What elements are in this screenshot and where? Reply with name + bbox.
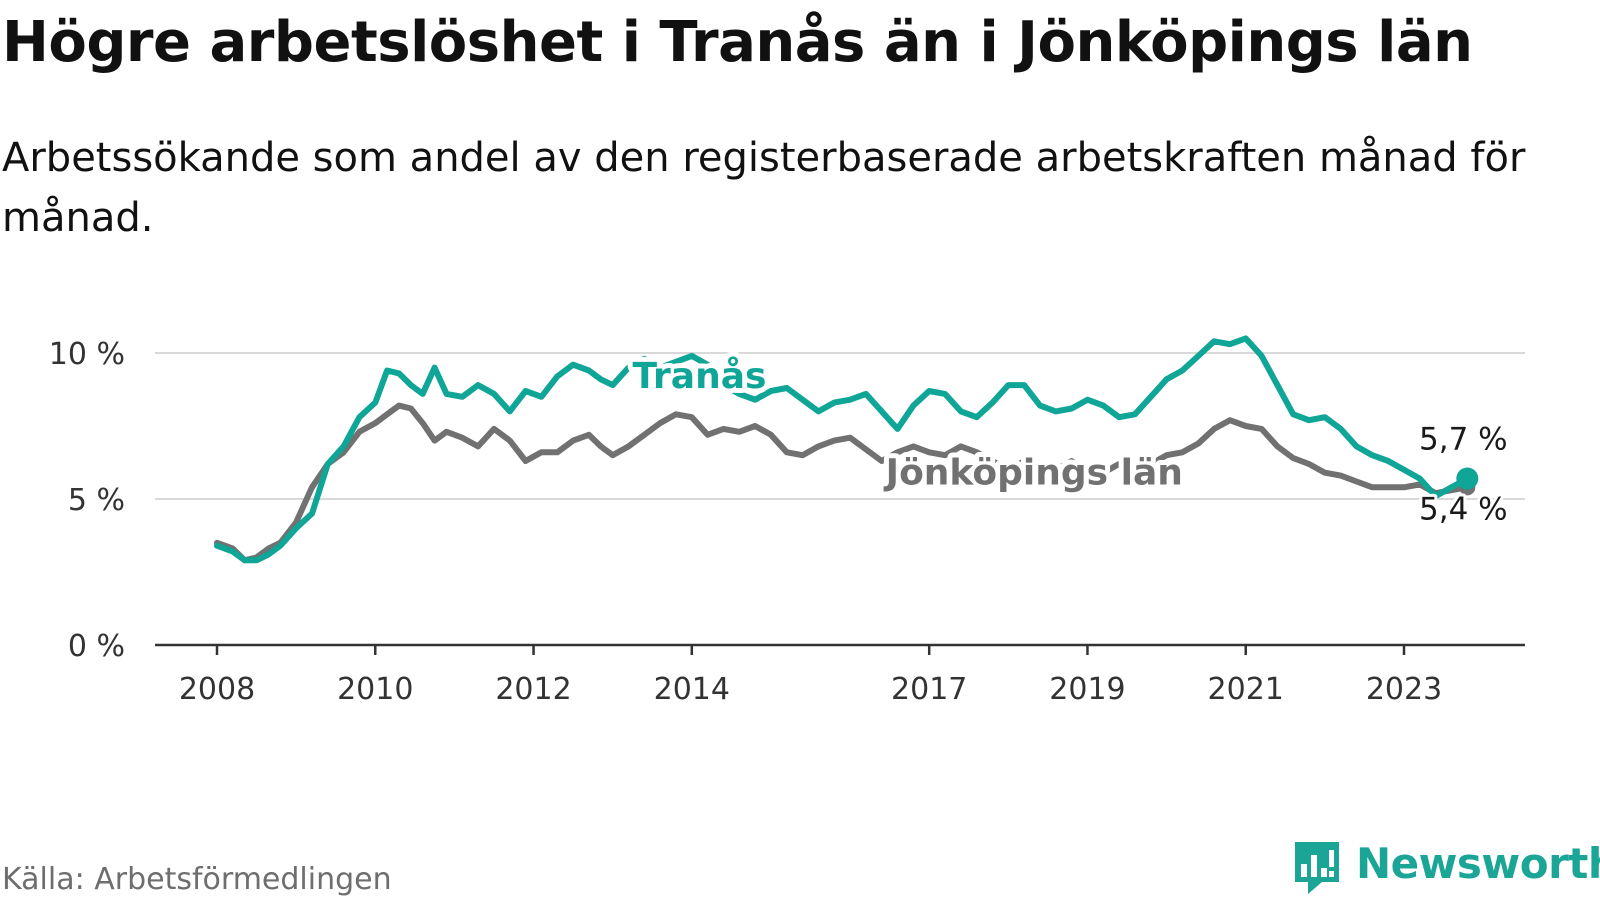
series-line-jonkoping bbox=[214, 402, 1471, 564]
y-tick-label: 10 % bbox=[49, 337, 125, 372]
y-tick-label: 0 % bbox=[68, 629, 125, 664]
chart-title: Högre arbetslöshet i Tranås än i Jönköpi… bbox=[2, 10, 1473, 75]
x-tick-label: 2008 bbox=[179, 672, 255, 707]
series-label-halo: Tranås bbox=[632, 356, 766, 397]
newsworthy-logo[interactable]: Newsworthy bbox=[1292, 840, 1600, 900]
series-label-jonkoping: Jönköpings län bbox=[883, 452, 1183, 493]
brand-name: Newsworthy bbox=[1356, 839, 1600, 888]
series-line-tranas bbox=[214, 335, 1471, 564]
end-value-label: 5,4 % bbox=[1419, 491, 1508, 527]
chart-subtitle: Arbetssökande som andel av den registerb… bbox=[2, 135, 1526, 241]
y-tick-label: 5 % bbox=[68, 483, 125, 518]
end-value-labels: 5,7 %5,7 %5,4 %5,4 % bbox=[1416, 418, 1511, 530]
x-tick-label: 2014 bbox=[654, 672, 730, 707]
series-label-halo: Jönköpings län bbox=[883, 452, 1183, 493]
line-chart: 0 %5 %10 % 2008 2010 2012 2014 2017 2019 2021 2… bbox=[49, 335, 1525, 707]
newsworthy-bar-chart-logo-icon bbox=[1295, 842, 1339, 894]
x-tick-label: 2021 bbox=[1208, 672, 1284, 707]
gridlines bbox=[155, 352, 1525, 500]
x-tick-label: 2023 bbox=[1366, 672, 1442, 707]
y-axis-tick-labels: 0 % 5 % 10 % bbox=[49, 337, 125, 664]
x-tick-label: 2019 bbox=[1049, 672, 1125, 707]
end-value-label-halo: 5,7 % bbox=[1419, 421, 1508, 457]
x-tick-label: 2012 bbox=[495, 672, 571, 707]
source-credit: Källa: Arbetsförmedlingen bbox=[2, 862, 392, 897]
x-tick-label: 2017 bbox=[891, 672, 967, 707]
end-value-label: 5,7 % bbox=[1419, 421, 1508, 457]
series-label-tranas: Tranås bbox=[632, 356, 766, 397]
x-tick-label: 2010 bbox=[337, 672, 413, 707]
series-end-marker-tranas bbox=[1456, 467, 1479, 490]
end-value-label-halo: 5,4 % bbox=[1419, 491, 1508, 527]
series-lines bbox=[214, 335, 1479, 564]
x-axis: 2008 2010 2012 2014 2017 2019 2021 2023 bbox=[155, 643, 1525, 707]
